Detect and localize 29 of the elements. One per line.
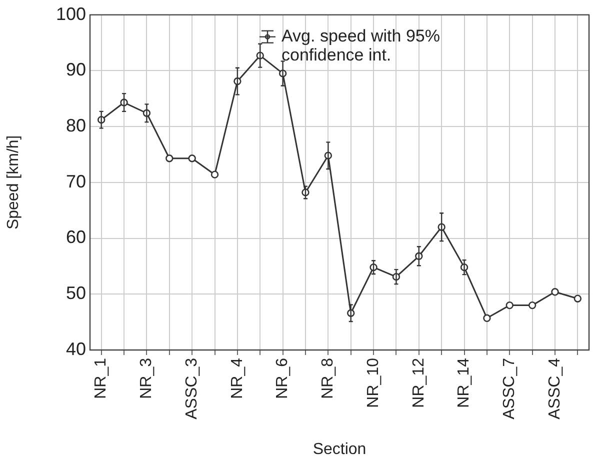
point xyxy=(210,170,219,178)
y-tick-label: 60 xyxy=(66,227,86,248)
x-tick-label: ASSC_3 xyxy=(183,358,200,420)
point xyxy=(166,154,174,162)
y-tick-label: 50 xyxy=(66,283,86,304)
point xyxy=(574,294,582,302)
y-tick-label: 80 xyxy=(66,116,86,136)
point xyxy=(483,314,491,322)
x-tick-label: ASSC_7 xyxy=(501,358,518,420)
x-tick-label: NR_4 xyxy=(228,358,246,399)
x-tick-label: NR_3 xyxy=(138,358,156,399)
x-tick-label: NR_14 xyxy=(456,358,473,408)
x-tick-label: NR_10 xyxy=(364,358,382,408)
x-tick-label: NR_12 xyxy=(410,358,428,408)
legend-label: Avg. speed with 95% confidence int. xyxy=(282,26,440,64)
y-tick-label: 90 xyxy=(66,60,86,80)
point xyxy=(506,301,514,310)
x-tick-label: NR_6 xyxy=(274,358,292,399)
x-tick-label: NR_1 xyxy=(92,358,110,399)
x-tick-label: NR_8 xyxy=(320,358,337,399)
y-tick-label: 100 xyxy=(56,4,86,24)
point xyxy=(551,288,559,296)
x-axis-title: Section xyxy=(312,440,366,458)
y-axis-title: Speed [km/h] xyxy=(5,135,22,230)
point xyxy=(188,154,196,162)
point xyxy=(528,301,536,310)
y-tick-label: 40 xyxy=(66,338,86,359)
y-tick-label: 70 xyxy=(66,171,86,192)
x-tick-label: ASSC_4 xyxy=(546,358,564,420)
